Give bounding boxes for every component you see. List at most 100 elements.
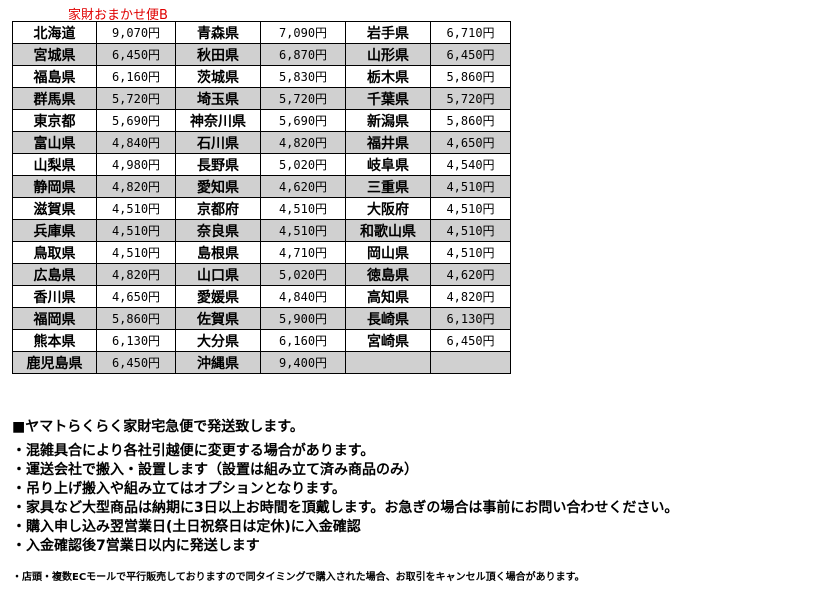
- prefecture-cell: 熊本県: [12, 329, 97, 352]
- prefecture-cell: 滋賀県: [12, 197, 97, 220]
- prefecture-cell: 秋田県: [175, 43, 261, 66]
- prefecture-cell: 徳島県: [345, 263, 431, 286]
- prefecture-cell: 宮崎県: [345, 329, 431, 352]
- prefecture-cell: 鳥取県: [12, 241, 97, 264]
- table-row: 山梨県 4,980円 長野県 5,020円 岐阜県 4,540円: [12, 153, 511, 176]
- price-cell: 5,860円: [96, 307, 176, 330]
- table-row: 滋賀県 4,510円 京都府 4,510円 大阪府 4,510円: [12, 197, 511, 220]
- notes-heading: ■ヤマトらくらく家財宅急便で発送致します。: [12, 419, 304, 435]
- price-cell: 6,160円: [96, 65, 176, 88]
- price-cell: 5,830円: [260, 65, 346, 88]
- price-cell: 4,510円: [96, 241, 176, 264]
- note-item: ・入金確認後7営業日以内に発送します: [12, 538, 260, 554]
- price-cell: 4,510円: [96, 219, 176, 242]
- table-row: 鳥取県 4,510円 島根県 4,710円 岡山県 4,510円: [12, 241, 511, 264]
- prefecture-cell: 沖縄県: [175, 351, 261, 374]
- prefecture-cell: 東京都: [12, 109, 97, 132]
- price-cell: 7,090円: [260, 21, 346, 44]
- price-cell: [430, 351, 511, 374]
- prefecture-cell: 大分県: [175, 329, 261, 352]
- table-row: 香川県 4,650円 愛媛県 4,840円 高知県 4,820円: [12, 285, 511, 308]
- prefecture-cell: 三重県: [345, 175, 431, 198]
- table-row: 鹿児島県 6,450円 沖縄県 9,400円: [12, 351, 511, 374]
- prefecture-cell: 香川県: [12, 285, 97, 308]
- price-cell: 4,510円: [430, 241, 511, 264]
- price-cell: 4,510円: [260, 219, 346, 242]
- note-item: ・運送会社で搬入・設置します（設置は組み立て済み商品のみ）: [12, 462, 418, 478]
- table-row: 静岡県 4,820円 愛知県 4,620円 三重県 4,510円: [12, 175, 511, 198]
- prefecture-cell: 宮城県: [12, 43, 97, 66]
- prefecture-cell: 石川県: [175, 131, 261, 154]
- price-cell: 4,620円: [430, 263, 511, 286]
- price-cell: 6,450円: [96, 351, 176, 374]
- prefecture-cell: 高知県: [345, 285, 431, 308]
- prefecture-cell: 岩手県: [345, 21, 431, 44]
- table-row: 兵庫県 4,510円 奈良県 4,510円 和歌山県 4,510円: [12, 219, 511, 242]
- price-cell: 6,870円: [260, 43, 346, 66]
- table-row: 熊本県 6,130円 大分県 6,160円 宮崎県 6,450円: [12, 329, 511, 352]
- price-cell: 4,620円: [260, 175, 346, 198]
- price-cell: 6,450円: [96, 43, 176, 66]
- prefecture-cell: 奈良県: [175, 219, 261, 242]
- prefecture-cell: 広島県: [12, 263, 97, 286]
- prefecture-cell: 青森県: [175, 21, 261, 44]
- price-cell: 6,450円: [430, 43, 511, 66]
- price-cell: 5,020円: [260, 153, 346, 176]
- prefecture-cell: 愛媛県: [175, 285, 261, 308]
- note-item: ・吊り上げ搬入や組み立てはオプションとなります。: [12, 481, 346, 497]
- table-row: 富山県 4,840円 石川県 4,820円 福井県 4,650円: [12, 131, 511, 154]
- table-row: 東京都 5,690円 神奈川県 5,690円 新潟県 5,860円: [12, 109, 511, 132]
- price-cell: 5,900円: [260, 307, 346, 330]
- table-row: 北海道 9,070円 青森県 7,090円 岩手県 6,710円: [12, 21, 511, 44]
- price-cell: 5,020円: [260, 263, 346, 286]
- shipping-rate-table: 北海道 9,070円 青森県 7,090円 岩手県 6,710円 宮城県 6,450円 秋田県 6…: [12, 21, 511, 374]
- table-row: 宮城県 6,450円 秋田県 6,870円 山形県 6,450円: [12, 43, 511, 66]
- prefecture-cell: 岡山県: [345, 241, 431, 264]
- price-cell: 4,820円: [96, 263, 176, 286]
- price-cell: 5,860円: [430, 109, 511, 132]
- price-cell: 4,650円: [430, 131, 511, 154]
- prefecture-cell: 福岡県: [12, 307, 97, 330]
- price-cell: 5,690円: [260, 109, 346, 132]
- price-cell: 6,710円: [430, 21, 511, 44]
- prefecture-cell: 新潟県: [345, 109, 431, 132]
- prefecture-cell: 神奈川県: [175, 109, 261, 132]
- prefecture-cell: 富山県: [12, 131, 97, 154]
- prefecture-cell: 北海道: [12, 21, 97, 44]
- prefecture-cell: 大阪府: [345, 197, 431, 220]
- prefecture-cell: 京都府: [175, 197, 261, 220]
- price-cell: 4,510円: [96, 197, 176, 220]
- price-cell: 5,720円: [260, 87, 346, 110]
- note-item: ・購入申し込み翌営業日(土日祝祭日は定休)に入金確認: [12, 519, 361, 535]
- price-cell: 4,820円: [260, 131, 346, 154]
- prefecture-cell: 山形県: [345, 43, 431, 66]
- prefecture-cell: 鹿児島県: [12, 351, 97, 374]
- price-cell: 5,720円: [430, 87, 511, 110]
- price-cell: 4,710円: [260, 241, 346, 264]
- note-item: ・家具など大型商品は納期に3日以上お時間を頂戴します。お急ぎの場合は事前にお問い…: [12, 500, 679, 516]
- note-item: ・混雑具合により各社引越便に変更する場合があります。: [12, 443, 375, 459]
- price-cell: 4,510円: [430, 219, 511, 242]
- service-label: 家財おまかせ便B: [68, 8, 168, 23]
- prefecture-cell: 茨城県: [175, 65, 261, 88]
- price-cell: 4,980円: [96, 153, 176, 176]
- prefecture-cell: 静岡県: [12, 175, 97, 198]
- prefecture-cell: 福井県: [345, 131, 431, 154]
- prefecture-cell: 兵庫県: [12, 219, 97, 242]
- table-row: 福岡県 5,860円 佐賀県 5,900円 長崎県 6,130円: [12, 307, 511, 330]
- price-cell: 4,510円: [260, 197, 346, 220]
- price-cell: 5,860円: [430, 65, 511, 88]
- prefecture-cell: [345, 351, 431, 374]
- prefecture-cell: 埼玉県: [175, 87, 261, 110]
- prefecture-cell: 山梨県: [12, 153, 97, 176]
- prefecture-cell: 群馬県: [12, 87, 97, 110]
- price-cell: 4,840円: [96, 131, 176, 154]
- price-cell: 4,510円: [430, 197, 511, 220]
- prefecture-cell: 岐阜県: [345, 153, 431, 176]
- table-row: 広島県 4,820円 山口県 5,020円 徳島県 4,620円: [12, 263, 511, 286]
- prefecture-cell: 長崎県: [345, 307, 431, 330]
- price-cell: 4,840円: [260, 285, 346, 308]
- price-cell: 9,070円: [96, 21, 176, 44]
- prefecture-cell: 愛知県: [175, 175, 261, 198]
- price-cell: 6,130円: [430, 307, 511, 330]
